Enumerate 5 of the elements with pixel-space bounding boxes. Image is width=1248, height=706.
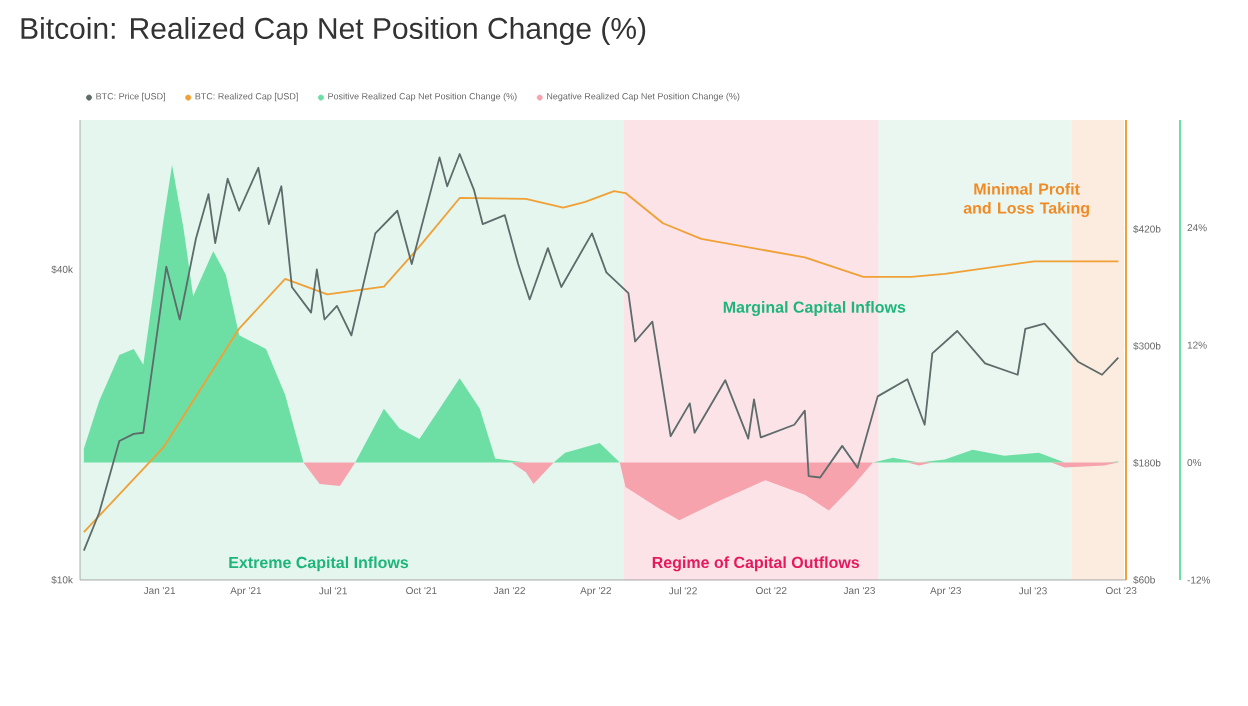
chart-title: Bitcoin: Realized Cap Net Position Change (%) bbox=[21, 17, 646, 45]
annotation: Extreme Capital Inflows bbox=[229, 556, 409, 572]
annotation: Marginal Capital Inflows bbox=[723, 301, 906, 317]
annotation: Regime of Capital Outflows bbox=[652, 556, 860, 572]
annotation: Minimal Profit and Loss Taking bbox=[963, 182, 1089, 217]
